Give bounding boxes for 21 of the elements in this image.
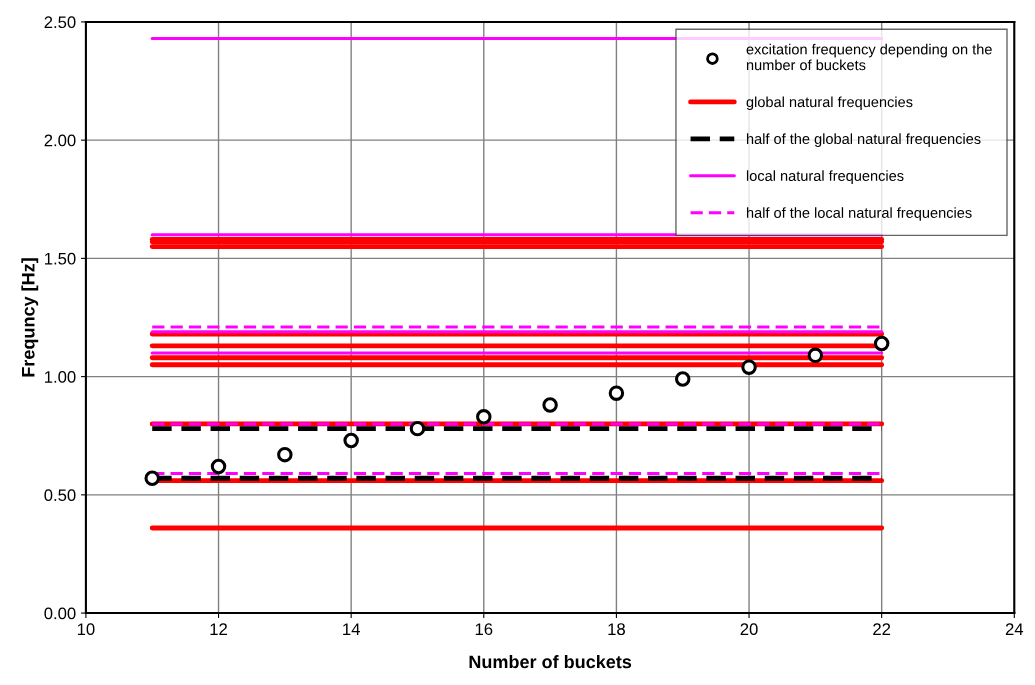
y-tick-label: 1.50 (45, 252, 76, 265)
legend-label: local natural frequencies (746, 170, 904, 184)
y-tick-label: 2.00 (44, 134, 76, 147)
legend-label: excitation frequency depending on the number of buckets (746, 43, 992, 71)
y-axis-title: Frequncy [Hz] (21, 258, 39, 377)
legend-label: half of the global natural frequencies (746, 133, 981, 147)
y-tick-label: 2.50 (44, 16, 76, 29)
x-tick-label: 12 (210, 623, 227, 635)
x-tick-label: 10 (77, 623, 95, 636)
x-tick-label: 22 (873, 623, 891, 635)
x-tick-label: 18 (608, 623, 625, 636)
legend-label: global natural frequencies (746, 96, 913, 111)
x-tick-label: 24 (1005, 623, 1024, 635)
x-tick-label: 14 (343, 623, 360, 635)
x-tick-label: 16 (475, 623, 493, 636)
y-tick-label: 0.00 (44, 607, 76, 620)
y-tick-label: 1.00 (45, 371, 76, 383)
y-tick-label: 0.50 (44, 489, 76, 502)
legend-label: half of the local natural frequencies (746, 207, 972, 221)
x-tick-label: 20 (740, 623, 758, 636)
x-axis-title: Number of buckets (469, 655, 632, 669)
